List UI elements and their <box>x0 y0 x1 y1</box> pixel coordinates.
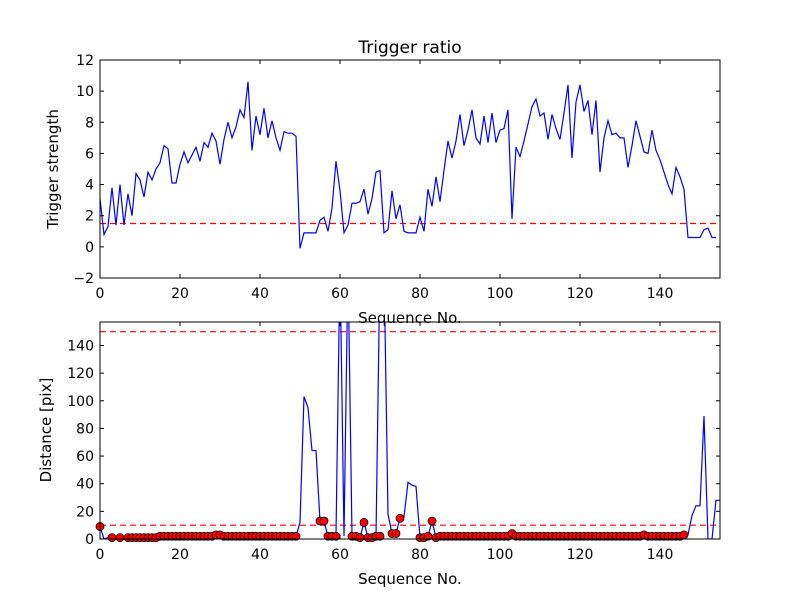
bottom-x-tick-label: 40 <box>251 547 269 563</box>
bottom-y-tick-label: 80 <box>76 421 94 437</box>
top-y-tick-label: 2 <box>85 209 94 225</box>
top-y-tick-label: 0 <box>85 240 94 256</box>
bottom-y-axis: 0 20 40 60 80 100 120 140 <box>67 338 720 548</box>
top-y-tick-label: 10 <box>76 84 94 100</box>
top-chart-title: Trigger ratio <box>357 38 461 58</box>
bottom-x-tick-label: 120 <box>567 547 594 563</box>
top-x-tick-label: 120 <box>567 286 594 302</box>
bottom-x-tick-label: 20 <box>171 547 189 563</box>
data-point <box>427 516 437 526</box>
top-x-tick-label: 0 <box>96 286 105 302</box>
data-point <box>319 516 329 526</box>
bottom-x-tick-label: 100 <box>487 547 514 563</box>
top-x-tick-label: 140 <box>647 286 674 302</box>
bottom-x-tick-label: 0 <box>96 547 105 563</box>
top-axes-frame <box>99 59 721 279</box>
bottom-x-axis: 0 20 40 60 80 100 120 140 <box>96 322 674 563</box>
data-point <box>391 529 401 538</box>
top-x-tick-label: 40 <box>251 286 269 302</box>
top-y-tick-label: 12 <box>76 53 94 69</box>
bottom-x-tick-label: 140 <box>647 547 674 563</box>
top-chart: Trigger ratio 0 20 40 60 80 100 120 140 −202468… <box>44 38 721 327</box>
bottom-markers <box>95 513 689 543</box>
bottom-y-tick-label: 60 <box>76 449 94 465</box>
bottom-x-tick-label: 80 <box>411 547 429 563</box>
data-point <box>115 533 125 543</box>
bottom-y-tick-label: 100 <box>67 394 94 410</box>
data-point <box>375 531 385 541</box>
bottom-chart: 0 20 40 60 80 100 120 140 0 20 40 60 80 100 120 140 Se… <box>37 321 721 588</box>
bottom-axes-frame <box>99 321 721 540</box>
top-series-line <box>100 81 716 249</box>
bottom-x-axis-label: Sequence No. <box>358 570 462 588</box>
data-point <box>395 513 405 523</box>
top-x-tick-label: 60 <box>331 286 349 302</box>
top-x-axis: 0 20 40 60 80 100 120 140 <box>96 60 674 302</box>
bottom-x-tick-label: 60 <box>331 547 349 563</box>
data-point <box>107 533 117 543</box>
top-y-axis: −2 0 2 4 6 8 10 12 <box>73 53 720 287</box>
top-y-tick-label: −2 <box>73 271 94 287</box>
top-y-tick-label: 8 <box>85 115 94 131</box>
top-y-tick-label: 4 <box>85 178 94 194</box>
data-point <box>291 531 301 541</box>
top-y-axis-label: Trigger strength <box>44 109 62 230</box>
data-point <box>359 518 369 527</box>
bottom-y-tick-label: 40 <box>76 477 94 493</box>
top-y-tick-label: 6 <box>85 146 94 162</box>
data-point <box>355 533 365 543</box>
data-point <box>679 530 689 540</box>
bottom-y-tick-label: 120 <box>67 366 94 382</box>
bottom-y-axis-label: Distance [pix] <box>37 378 55 483</box>
bottom-y-tick-label: 20 <box>76 504 94 520</box>
top-x-axis-label: Sequence No. <box>358 309 462 327</box>
top-x-tick-label: 20 <box>171 286 189 302</box>
top-x-tick-label: 80 <box>411 286 429 302</box>
bottom-y-tick-label: 0 <box>85 532 94 548</box>
bottom-y-tick-label: 140 <box>67 338 94 354</box>
top-x-tick-label: 100 <box>487 286 514 302</box>
